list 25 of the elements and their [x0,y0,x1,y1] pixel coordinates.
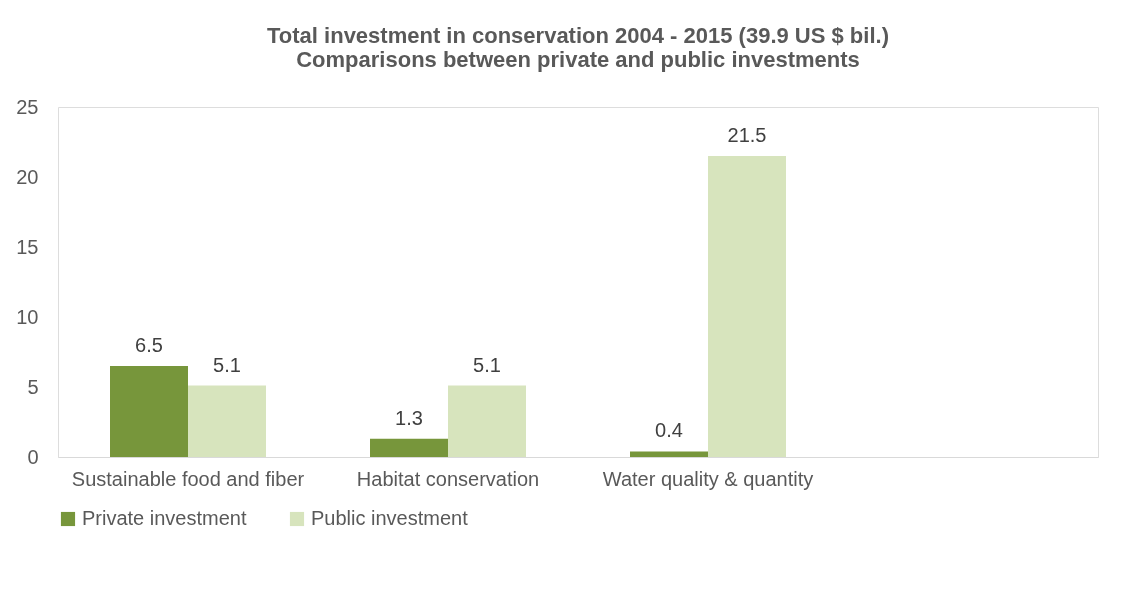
data-label: 5.1 [473,353,501,376]
y-tick-label: 25 [16,95,39,118]
legend-label: Private investment [82,507,247,529]
bar [110,366,188,457]
bar [708,156,786,457]
data-label: 6.5 [135,334,163,356]
data-label: 1.3 [395,406,423,429]
x-tick-label: Habitat conservation [356,467,540,490]
bar [188,385,266,457]
bar [370,438,448,457]
y-tick-label: 20 [16,165,39,188]
data-label: 21.5 [727,124,767,146]
data-label: 5.1 [213,353,241,376]
y-tick-label: 10 [16,305,39,328]
y-tick-label: 0 [27,445,39,468]
data-label: 0.4 [655,419,683,442]
text: Total investment in conservation 2004 - 2015 (39.9 US $ bil.) [267,23,889,48]
y-tick-label: 5 [27,375,39,398]
bar [630,451,708,457]
y-tick-label: 15 [16,235,39,258]
x-tick-label: Sustainable food and fiber [71,467,305,490]
bar [448,385,526,457]
text: Comparisons between private and public investments [296,47,860,72]
legend-label: Public investment [311,507,469,529]
x-tick-label: Water quality & quantity [602,467,814,490]
